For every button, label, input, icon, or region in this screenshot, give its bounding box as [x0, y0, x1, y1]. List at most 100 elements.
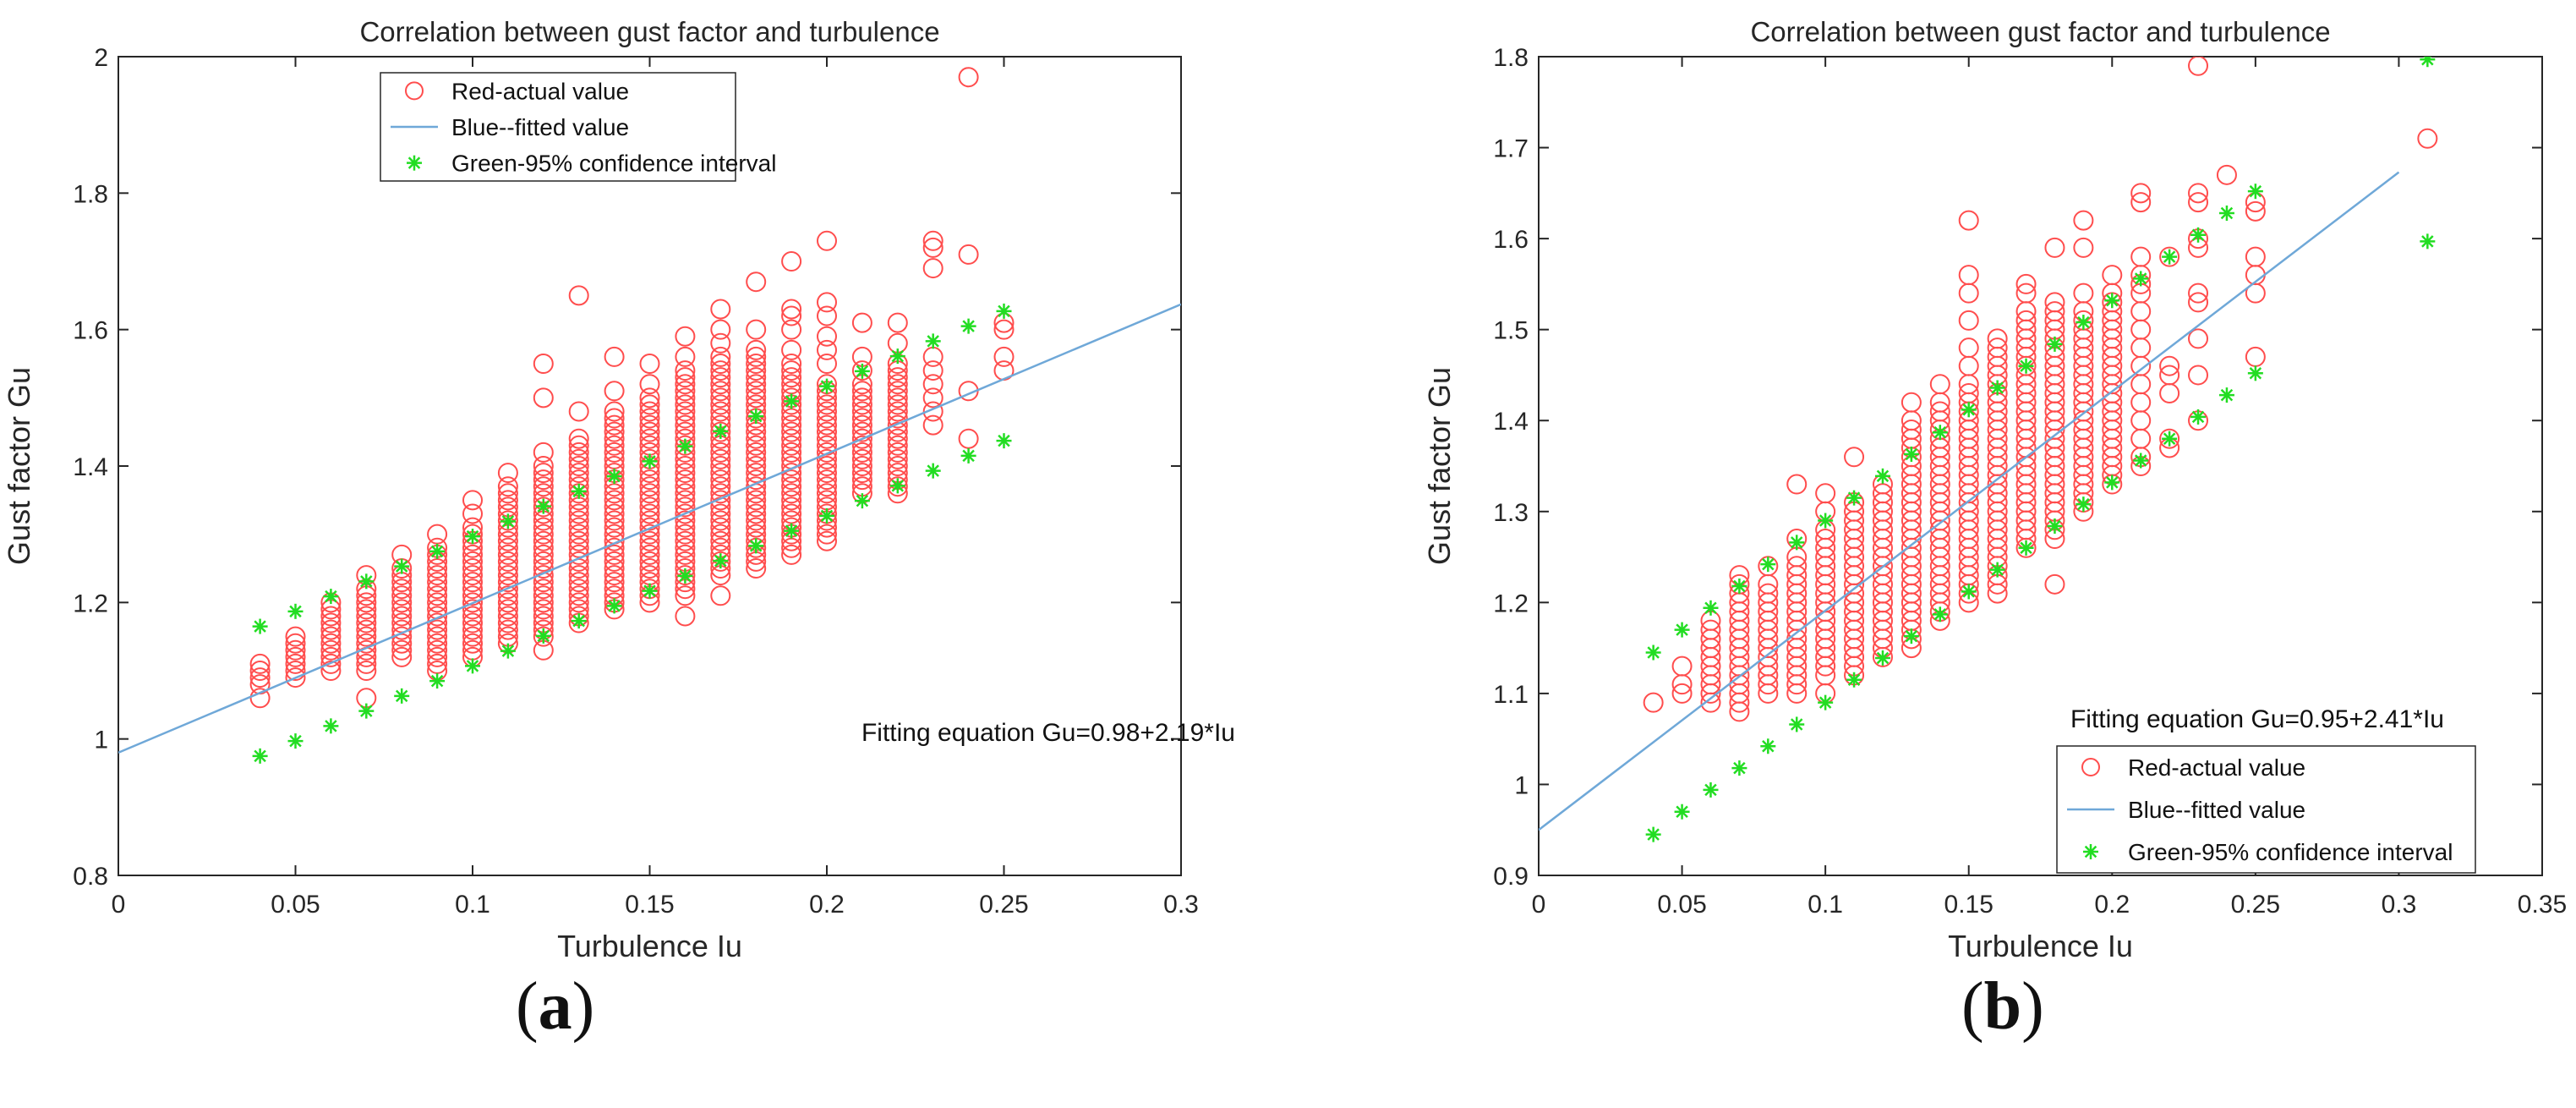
actual-value-point: [2417, 128, 2438, 149]
actual-value-point: [958, 244, 979, 265]
actual-value-point: [2044, 301, 2065, 322]
actual-value-point: [851, 360, 872, 381]
actual-value-point: [781, 408, 802, 429]
confidence-interval-point: [1932, 425, 1948, 441]
actual-value-point: [2130, 192, 2152, 213]
actual-value-point: [851, 435, 872, 456]
actual-value-point: [1987, 328, 2008, 349]
confidence-interval-point: [2018, 358, 2034, 374]
actual-value-point: [533, 442, 554, 463]
actual-value-point: [675, 565, 696, 586]
actual-value-point: [2245, 246, 2266, 267]
actual-value-point: [746, 387, 767, 409]
actual-value-point: [1643, 692, 1664, 713]
actual-value-point: [533, 496, 554, 518]
actual-value-point: [675, 374, 696, 395]
actual-value-point: [462, 612, 483, 634]
actual-value-point: [2159, 355, 2180, 376]
actual-value-point: [462, 633, 483, 654]
actual-value-point: [568, 435, 589, 456]
actual-value-point: [817, 326, 837, 347]
actual-value-point: [320, 619, 342, 640]
actual-value-point: [533, 551, 554, 572]
actual-value-point: [781, 496, 802, 518]
actual-value-point: [746, 456, 767, 476]
confidence-interval-point: [1645, 826, 1661, 842]
confidence-interval-point: [2133, 453, 2149, 469]
actual-value-point: [568, 572, 589, 593]
actual-value-point: [1901, 419, 1922, 440]
actual-value-point: [746, 558, 767, 579]
actual-value-point: [817, 530, 837, 551]
confidence-interval-point: [1703, 782, 1719, 798]
actual-value-point: [817, 428, 837, 449]
actual-value-point: [391, 599, 413, 620]
actual-value-point: [922, 230, 943, 251]
confidence-interval-point: [2218, 387, 2234, 403]
actual-value-point: [1815, 529, 1836, 550]
actual-value-point: [639, 483, 660, 504]
actual-value-point: [497, 558, 518, 579]
actual-value-point: [604, 490, 625, 511]
actual-value-point: [427, 639, 448, 661]
actual-value-point: [604, 414, 625, 436]
actual-value-point: [746, 428, 767, 449]
actual-value-point: [746, 346, 767, 367]
actual-value-point: [958, 67, 979, 88]
confidence-interval-point: [2047, 518, 2063, 534]
actual-value-point: [604, 428, 625, 449]
actual-value-point: [781, 299, 802, 320]
actual-value-point: [604, 401, 625, 422]
actual-value-point: [320, 639, 342, 661]
y-tick-label: 0.9: [1493, 863, 1529, 891]
actual-value-point: [391, 579, 413, 600]
actual-value-point: [781, 319, 802, 340]
actual-value-point: [462, 599, 483, 620]
actual-value-point: [851, 448, 872, 469]
actual-value-point: [604, 517, 625, 538]
actual-value-point: [887, 408, 908, 429]
confidence-interval-point: [323, 589, 339, 605]
actual-value-point: [285, 633, 306, 654]
y-axis-label: Gust factor Gu: [1422, 367, 1457, 565]
actual-value-point: [568, 401, 589, 422]
actual-value-point: [2073, 210, 2094, 231]
actual-value-point: [710, 517, 731, 538]
actual-value-point: [710, 360, 731, 381]
actual-value-point: [817, 469, 837, 491]
actual-value-point: [746, 435, 767, 456]
confidence-interval-point: [889, 478, 905, 494]
confidence-interval-point: [535, 628, 551, 644]
confidence-interval-point: [713, 553, 729, 569]
confidence-interval-point: [2133, 271, 2149, 287]
actual-value-point: [604, 510, 625, 531]
actual-value-point: [497, 537, 518, 558]
actual-value-point: [781, 503, 802, 524]
confidence-interval-point: [1789, 716, 1805, 732]
actual-value-point: [922, 258, 943, 279]
confidence-interval-point: [2190, 409, 2207, 425]
actual-value-point: [781, 442, 802, 463]
y-tick-label: 1.4: [1493, 408, 1529, 436]
actual-value-point: [746, 442, 767, 463]
actual-value-point: [887, 428, 908, 449]
confidence-interval-point: [2218, 205, 2234, 221]
actual-value-point: [887, 435, 908, 456]
actual-value-point: [2073, 237, 2094, 258]
actual-value-point: [2188, 57, 2209, 76]
actual-value-point: [2015, 282, 2037, 304]
actual-value-point: [817, 408, 837, 429]
actual-value-point: [710, 346, 731, 367]
actual-value-point: [922, 360, 943, 381]
actual-value-point: [781, 483, 802, 504]
actual-value-point: [604, 558, 625, 579]
confidence-interval-point: [252, 748, 268, 764]
actual-value-point: [746, 510, 767, 531]
confidence-interval-point: [2076, 496, 2092, 513]
actual-value-point: [568, 448, 589, 469]
actual-value-point: [675, 387, 696, 409]
actual-value-point: [568, 524, 589, 545]
actual-value-point: [1958, 337, 1979, 359]
actual-value-point: [887, 421, 908, 442]
